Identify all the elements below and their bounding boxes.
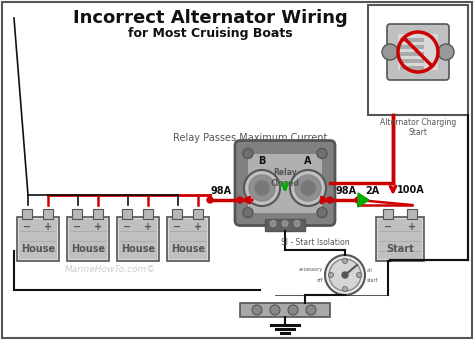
Bar bbox=[400, 52, 424, 56]
Circle shape bbox=[288, 305, 298, 315]
Text: Start: Start bbox=[386, 244, 414, 254]
Text: SI - Start Isolation: SI - Start Isolation bbox=[281, 238, 349, 247]
Bar bbox=[119, 219, 157, 259]
Circle shape bbox=[317, 207, 327, 218]
Circle shape bbox=[327, 197, 333, 203]
Circle shape bbox=[270, 305, 280, 315]
Circle shape bbox=[243, 207, 253, 218]
Text: House: House bbox=[171, 244, 205, 254]
Circle shape bbox=[254, 180, 270, 196]
Circle shape bbox=[355, 197, 361, 203]
Text: 98A: 98A bbox=[336, 186, 357, 196]
Bar bbox=[398, 34, 438, 70]
Text: accessory: accessory bbox=[299, 268, 323, 272]
Bar bbox=[93, 209, 103, 219]
Bar bbox=[173, 209, 182, 219]
Circle shape bbox=[294, 221, 300, 226]
Bar bbox=[376, 217, 424, 261]
Bar bbox=[117, 217, 159, 261]
Circle shape bbox=[329, 259, 361, 291]
Text: all: all bbox=[367, 268, 373, 272]
Bar bbox=[400, 38, 424, 42]
Bar bbox=[240, 303, 330, 317]
Text: off: off bbox=[317, 277, 323, 283]
Bar bbox=[400, 66, 424, 70]
Circle shape bbox=[325, 255, 365, 295]
Circle shape bbox=[295, 175, 321, 201]
Text: Relay Passes Maximum Current: Relay Passes Maximum Current bbox=[173, 133, 327, 143]
Bar bbox=[44, 209, 54, 219]
Circle shape bbox=[207, 197, 213, 203]
Circle shape bbox=[282, 221, 288, 226]
Circle shape bbox=[382, 44, 398, 60]
Bar bbox=[265, 219, 305, 231]
Text: +: + bbox=[45, 222, 53, 232]
Text: for Most Cruising Boats: for Most Cruising Boats bbox=[128, 28, 292, 40]
Circle shape bbox=[343, 287, 347, 291]
Bar bbox=[400, 45, 424, 49]
Text: Alternator Charging
Start: Alternator Charging Start bbox=[380, 118, 456, 137]
Bar bbox=[22, 209, 33, 219]
Bar bbox=[407, 209, 417, 219]
Circle shape bbox=[249, 175, 275, 201]
Text: +: + bbox=[408, 222, 416, 232]
Text: +: + bbox=[145, 222, 153, 232]
Circle shape bbox=[343, 258, 347, 264]
Text: B: B bbox=[258, 156, 266, 167]
Circle shape bbox=[237, 197, 243, 203]
Polygon shape bbox=[358, 193, 369, 207]
Circle shape bbox=[342, 272, 348, 278]
Circle shape bbox=[270, 221, 276, 226]
Bar bbox=[73, 209, 82, 219]
Text: House: House bbox=[21, 244, 55, 254]
Text: +: + bbox=[94, 222, 102, 232]
Circle shape bbox=[290, 170, 326, 206]
Circle shape bbox=[252, 305, 262, 315]
Circle shape bbox=[438, 44, 454, 60]
Bar bbox=[368, 5, 468, 115]
Bar bbox=[17, 217, 59, 261]
Text: House: House bbox=[71, 244, 105, 254]
Text: MarineHowTo.com©: MarineHowTo.com© bbox=[64, 266, 155, 274]
Circle shape bbox=[328, 272, 334, 277]
Bar bbox=[69, 219, 107, 259]
Bar bbox=[167, 217, 209, 261]
Text: Incorrect Alternator Wiring: Incorrect Alternator Wiring bbox=[73, 9, 347, 27]
Bar bbox=[144, 209, 154, 219]
Bar bbox=[67, 217, 109, 261]
Text: −: − bbox=[73, 222, 82, 232]
Text: −: − bbox=[123, 222, 132, 232]
Text: start: start bbox=[367, 277, 379, 283]
Bar bbox=[169, 219, 207, 259]
Text: 100A: 100A bbox=[397, 185, 425, 195]
Bar bbox=[193, 209, 203, 219]
Text: −: − bbox=[173, 222, 182, 232]
FancyBboxPatch shape bbox=[235, 140, 335, 225]
Bar bbox=[400, 59, 424, 63]
Circle shape bbox=[356, 272, 362, 277]
Text: A: A bbox=[304, 156, 312, 167]
Bar bbox=[383, 209, 393, 219]
Text: Relay
Closed: Relay Closed bbox=[271, 168, 300, 188]
Text: 98A: 98A bbox=[211, 186, 232, 196]
Circle shape bbox=[244, 170, 280, 206]
Circle shape bbox=[300, 180, 316, 196]
Circle shape bbox=[317, 149, 327, 158]
Bar bbox=[122, 209, 133, 219]
Text: −: − bbox=[23, 222, 32, 232]
Bar bbox=[19, 219, 57, 259]
Text: House: House bbox=[121, 244, 155, 254]
FancyBboxPatch shape bbox=[387, 24, 449, 80]
Text: −: − bbox=[384, 222, 392, 232]
Circle shape bbox=[306, 305, 316, 315]
Circle shape bbox=[243, 149, 253, 158]
Text: +: + bbox=[194, 222, 202, 232]
Bar bbox=[248, 153, 322, 212]
Bar bbox=[378, 219, 422, 259]
Text: 2A: 2A bbox=[365, 186, 379, 196]
